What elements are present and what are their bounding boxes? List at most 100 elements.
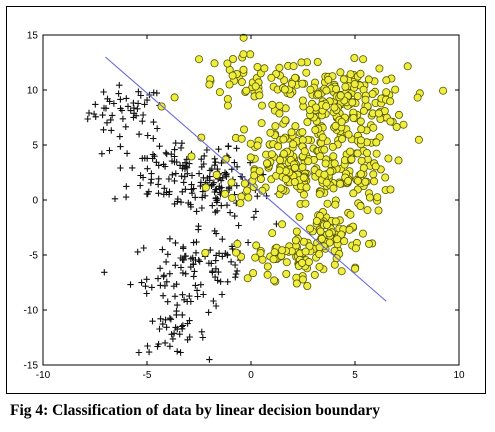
circle-point bbox=[258, 255, 267, 264]
circle-point bbox=[263, 262, 272, 271]
circle-point bbox=[386, 97, 395, 106]
plus-point bbox=[192, 249, 200, 256]
circle-point bbox=[331, 200, 340, 209]
plus-point bbox=[177, 199, 185, 206]
circle-point bbox=[270, 248, 279, 257]
circle-point bbox=[305, 224, 314, 233]
circle-point bbox=[289, 62, 298, 71]
circle-point bbox=[292, 279, 301, 288]
circle-point bbox=[281, 175, 290, 184]
plus-point bbox=[172, 139, 179, 147]
plus-point bbox=[150, 118, 157, 126]
circle-point bbox=[315, 262, 324, 271]
circle-point bbox=[298, 128, 307, 137]
plus-point bbox=[209, 269, 216, 276]
plus-point bbox=[157, 315, 164, 322]
y-tick-label: 15 bbox=[27, 31, 39, 42]
circle-point bbox=[271, 122, 280, 131]
circle-point bbox=[300, 147, 309, 156]
circle-point bbox=[324, 75, 333, 84]
x-tick-label: 10 bbox=[453, 370, 465, 381]
circle-point bbox=[330, 159, 339, 168]
circle-point bbox=[282, 258, 291, 267]
circle-point bbox=[276, 184, 285, 193]
circle-point bbox=[364, 75, 373, 84]
plus-point bbox=[173, 311, 180, 319]
plus-point bbox=[188, 190, 196, 197]
points-layer bbox=[84, 33, 448, 363]
plus-point bbox=[92, 101, 99, 108]
circle-point bbox=[228, 193, 237, 202]
circle-point bbox=[382, 88, 391, 97]
circle-point bbox=[358, 229, 367, 238]
circle-point bbox=[365, 193, 374, 202]
plus-point bbox=[172, 239, 179, 247]
circle-point bbox=[356, 136, 365, 145]
circle-point bbox=[298, 275, 307, 284]
circle-point bbox=[356, 69, 365, 78]
plus-point bbox=[209, 202, 216, 209]
circle-point bbox=[394, 156, 403, 165]
plus-point bbox=[182, 270, 189, 277]
plus-point bbox=[218, 159, 225, 167]
circle-point bbox=[256, 174, 265, 183]
plus-point bbox=[211, 227, 218, 235]
circle-point bbox=[227, 178, 236, 187]
circle-point bbox=[239, 65, 248, 74]
plus-point bbox=[144, 165, 151, 172]
plus-point bbox=[159, 292, 167, 299]
plus-point bbox=[127, 281, 134, 288]
circle-point bbox=[386, 117, 395, 126]
circle-point bbox=[282, 269, 291, 278]
plus-point bbox=[179, 311, 186, 319]
plus-point bbox=[217, 278, 224, 285]
circle-point bbox=[297, 58, 306, 67]
plus-point bbox=[92, 113, 99, 120]
plus-point bbox=[107, 116, 114, 124]
circle-point bbox=[289, 140, 298, 149]
circle-point bbox=[251, 253, 260, 262]
circle-point bbox=[239, 125, 248, 134]
circle-point bbox=[338, 134, 347, 143]
plus-point bbox=[190, 273, 197, 280]
plus-point bbox=[180, 296, 188, 303]
circle-point bbox=[298, 258, 307, 267]
circle-point bbox=[291, 122, 300, 131]
plus-point bbox=[167, 316, 175, 323]
circle-point bbox=[329, 184, 338, 193]
plus-point bbox=[137, 182, 144, 189]
plus-point bbox=[224, 278, 231, 285]
plus-point bbox=[179, 322, 187, 329]
plus-point bbox=[104, 95, 111, 102]
circle-point bbox=[290, 163, 299, 172]
circle-point bbox=[298, 163, 307, 172]
circle-point bbox=[330, 260, 339, 269]
circle-point bbox=[371, 162, 380, 171]
circle-point bbox=[374, 109, 383, 118]
circle-point bbox=[266, 128, 275, 137]
plus-point bbox=[172, 324, 179, 331]
circle-point bbox=[392, 123, 401, 132]
circle-point bbox=[246, 153, 255, 162]
circle-point bbox=[233, 239, 242, 248]
plus-point bbox=[196, 258, 203, 265]
circle-point bbox=[268, 229, 277, 238]
plus-point bbox=[185, 199, 192, 207]
circle-point bbox=[403, 62, 412, 71]
circle-point bbox=[194, 55, 203, 64]
plus-point bbox=[147, 179, 154, 187]
plus-point bbox=[166, 270, 173, 277]
circle-point bbox=[304, 157, 313, 166]
plus-point bbox=[212, 302, 220, 310]
circle-point bbox=[325, 238, 334, 247]
circle-point bbox=[237, 134, 246, 143]
circle-point bbox=[359, 55, 368, 64]
plus-point bbox=[244, 239, 252, 246]
plus-point bbox=[161, 185, 168, 192]
plus-point bbox=[200, 160, 207, 168]
plus-point bbox=[162, 258, 170, 266]
circle-point bbox=[306, 85, 315, 94]
circle-point bbox=[361, 95, 370, 104]
circle-point bbox=[321, 159, 330, 168]
plus-point bbox=[143, 96, 151, 104]
